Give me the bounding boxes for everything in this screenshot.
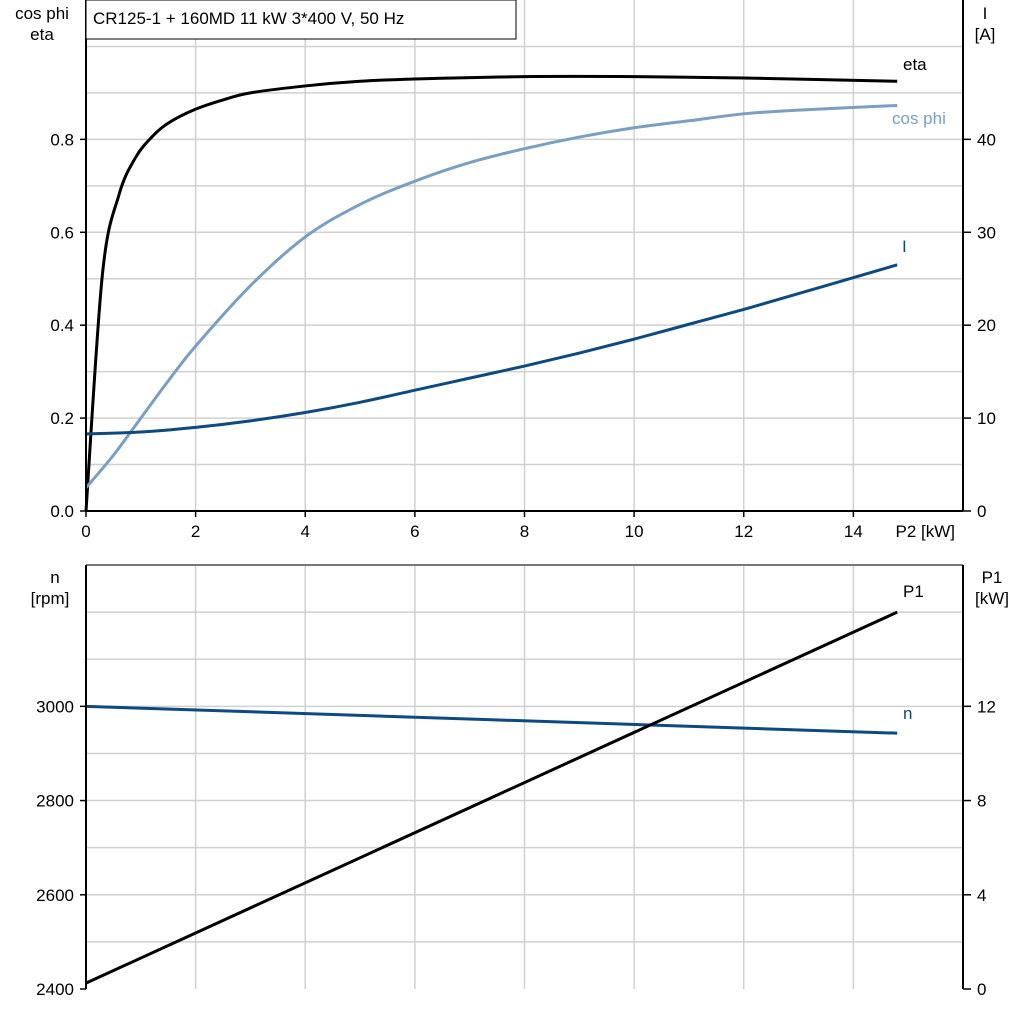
bottom-ticks: 2400 2600 2800 3000 0 4 8 12 — [36, 697, 996, 999]
label-i: I — [902, 237, 907, 256]
series-cos-phi-line — [84, 103, 898, 489]
bottom-chart: 2400 2600 2800 3000 0 4 8 12 n [rpm] P1 [kW] P1… — [31, 564, 1009, 999]
right-tick-label: 20 — [977, 316, 996, 335]
right-tick-label: 40 — [977, 130, 996, 149]
top-left-ylabel-eta: eta — [30, 25, 54, 44]
chart-title: CR125-1 + 160MD 11 kW 3*400 V, 50 Hz — [93, 9, 404, 28]
right-tick-label: 0 — [977, 980, 986, 999]
x-tick-label: 4 — [301, 522, 310, 541]
label-p1: P1 — [903, 582, 924, 601]
top-curves — [84, 74, 898, 512]
left-tick-label: 0.2 — [50, 409, 74, 428]
series-eta-line — [84, 74, 898, 512]
right-tick-label: 8 — [977, 792, 986, 811]
label-cos-phi: cos phi — [892, 109, 946, 128]
bottom-left-ylabel-unit: [rpm] — [31, 589, 70, 608]
series-i-line — [85, 263, 898, 436]
label-n: n — [903, 704, 912, 723]
right-tick-label: 0 — [977, 502, 986, 521]
x-tick-label: 8 — [520, 522, 529, 541]
bottom-curves — [85, 610, 898, 985]
left-tick-label: 0.8 — [50, 130, 74, 149]
left-tick-label: 2400 — [36, 980, 74, 999]
left-tick-label: 0.6 — [50, 223, 74, 242]
x-tick-label: 12 — [734, 522, 753, 541]
top-ticks: 0.0 0.2 0.4 0.6 0.8 0 10 20 30 40 0 2 4 6 8 10 12 14 — [50, 130, 996, 541]
left-tick-label: 0.4 — [50, 316, 74, 335]
title-box — [85, 0, 517, 40]
x-tick-label: 2 — [191, 522, 200, 541]
x-tick-label: 14 — [844, 522, 863, 541]
top-grid — [86, 0, 963, 511]
top-right-ylabel-i: I — [983, 4, 988, 23]
top-chart: 0.0 0.2 0.4 0.6 0.8 0 10 20 30 40 0 2 4 6 8 10 12 14 CR12… — [15, 0, 996, 541]
top-xlabel: P2 [kW] — [895, 522, 955, 541]
bottom-left-ylabel-n: n — [50, 568, 59, 587]
right-tick-label: 12 — [977, 697, 996, 716]
bottom-right-ylabel-p1: P1 — [982, 568, 1003, 587]
right-tick-label: 4 — [977, 886, 986, 905]
bottom-grid — [86, 565, 963, 989]
bottom-right-ylabel-unit: [kW] — [975, 589, 1009, 608]
top-left-ylabel-cosphi: cos phi — [15, 4, 69, 23]
left-tick-label: 2600 — [36, 886, 74, 905]
right-tick-label: 10 — [977, 409, 996, 428]
left-tick-label: 2800 — [36, 792, 74, 811]
left-tick-label: 3000 — [36, 697, 74, 716]
left-tick-label: 0.0 — [50, 502, 74, 521]
right-tick-label: 30 — [977, 223, 996, 242]
x-tick-label: 6 — [410, 522, 419, 541]
top-right-ylabel-unit: [A] — [975, 25, 996, 44]
series-p1-line — [85, 610, 898, 985]
label-eta: eta — [903, 55, 927, 74]
x-tick-label: 0 — [81, 522, 90, 541]
series-n-line — [85, 704, 898, 735]
x-tick-label: 10 — [625, 522, 644, 541]
